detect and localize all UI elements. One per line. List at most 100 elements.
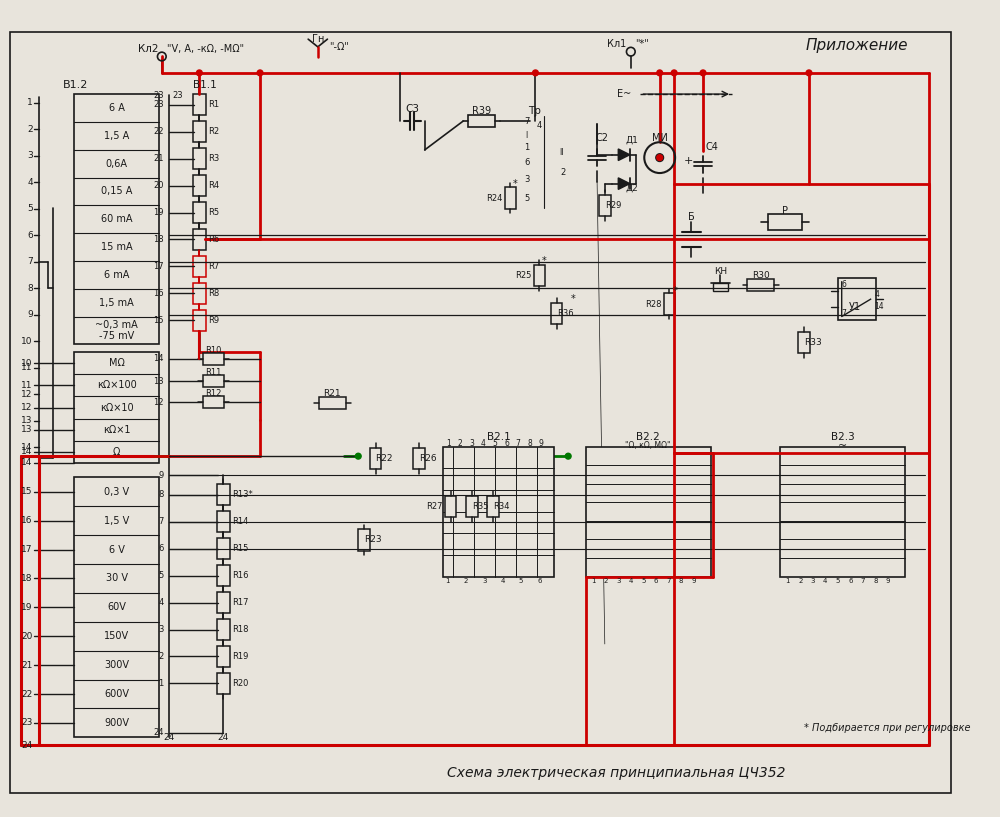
Text: кΩ×10: кΩ×10 xyxy=(100,403,133,413)
Text: 11: 11 xyxy=(21,363,33,372)
Text: 23: 23 xyxy=(173,91,183,100)
Text: R6: R6 xyxy=(208,235,219,244)
Text: R17: R17 xyxy=(232,598,249,607)
Text: 23: 23 xyxy=(21,718,33,727)
Bar xyxy=(193,310,206,331)
Text: R21: R21 xyxy=(323,389,341,398)
Bar xyxy=(217,619,230,640)
Text: 4: 4 xyxy=(501,578,505,584)
Text: 13: 13 xyxy=(153,377,164,386)
Text: R8: R8 xyxy=(208,289,219,298)
Text: 17: 17 xyxy=(153,262,164,271)
Text: 1: 1 xyxy=(27,98,33,107)
Text: 2: 2 xyxy=(464,578,468,584)
Text: R9: R9 xyxy=(208,316,219,325)
Bar xyxy=(193,175,206,196)
Text: 15: 15 xyxy=(21,487,33,496)
Text: 4: 4 xyxy=(874,290,879,299)
Text: R16: R16 xyxy=(232,571,249,580)
Text: 3: 3 xyxy=(616,578,621,584)
Text: 1: 1 xyxy=(446,578,450,584)
Text: 4: 4 xyxy=(481,440,486,449)
Text: 12: 12 xyxy=(153,398,164,407)
Text: 5: 5 xyxy=(158,571,164,580)
Text: 2: 2 xyxy=(158,652,164,661)
Text: *: * xyxy=(673,285,677,296)
Bar xyxy=(193,283,206,304)
Bar xyxy=(203,375,224,386)
Text: 12: 12 xyxy=(21,403,33,412)
Polygon shape xyxy=(618,149,630,160)
Text: R14: R14 xyxy=(232,517,248,526)
Text: "V, А, -кΩ, -МΩ": "V, А, -кΩ, -МΩ" xyxy=(167,44,244,54)
Text: R30: R30 xyxy=(752,270,770,279)
Text: МΩ: МΩ xyxy=(109,358,124,368)
Text: 2: 2 xyxy=(604,578,608,584)
Text: C4: C4 xyxy=(706,142,719,152)
Bar xyxy=(193,94,206,115)
Text: 23: 23 xyxy=(153,91,164,100)
Text: 6: 6 xyxy=(158,544,164,553)
Text: 4: 4 xyxy=(537,122,542,131)
Text: 13: 13 xyxy=(21,425,33,434)
Text: 5: 5 xyxy=(836,578,840,584)
Text: 14: 14 xyxy=(21,458,33,467)
Circle shape xyxy=(196,70,202,76)
Text: 24: 24 xyxy=(218,733,229,742)
Bar xyxy=(713,283,728,291)
Text: 4: 4 xyxy=(629,578,633,584)
Circle shape xyxy=(657,70,663,76)
Text: 0,15 А: 0,15 А xyxy=(101,186,132,196)
Text: 8: 8 xyxy=(527,440,532,449)
Text: 24: 24 xyxy=(153,728,164,737)
Text: Приложение: Приложение xyxy=(806,38,908,53)
Text: 30 V: 30 V xyxy=(106,574,128,583)
Text: ~0,3 mА
-75 mV: ~0,3 mА -75 mV xyxy=(95,319,138,342)
Text: ~: ~ xyxy=(838,440,847,451)
Text: R3: R3 xyxy=(208,154,219,163)
Bar xyxy=(443,447,554,577)
Text: 1: 1 xyxy=(446,440,451,449)
Text: КН: КН xyxy=(714,267,727,276)
Text: R28: R28 xyxy=(645,300,662,309)
Text: 5: 5 xyxy=(27,204,33,213)
Text: R18: R18 xyxy=(232,625,249,634)
Text: 5: 5 xyxy=(641,578,646,584)
Bar xyxy=(838,278,876,320)
Text: 9: 9 xyxy=(539,440,544,449)
Text: 7: 7 xyxy=(524,117,529,126)
Bar xyxy=(551,303,562,324)
Text: 3: 3 xyxy=(158,625,164,634)
Text: R5: R5 xyxy=(208,208,219,217)
Text: 20: 20 xyxy=(153,181,164,190)
Bar xyxy=(358,529,370,551)
Text: 1: 1 xyxy=(158,679,164,688)
Circle shape xyxy=(671,70,677,76)
Text: 17: 17 xyxy=(21,545,33,554)
Text: "-Ω": "-Ω" xyxy=(329,42,349,51)
Text: Тр: Тр xyxy=(528,106,541,116)
Text: I: I xyxy=(526,131,528,140)
Text: R23: R23 xyxy=(364,535,382,544)
Text: 4: 4 xyxy=(823,578,828,584)
Bar xyxy=(74,352,159,463)
Bar xyxy=(747,279,774,291)
Bar xyxy=(193,148,206,169)
Text: 60 mА: 60 mА xyxy=(101,214,132,224)
Text: Ω: Ω xyxy=(113,447,120,457)
Bar xyxy=(193,202,206,223)
Text: 6: 6 xyxy=(848,578,853,584)
Text: 22: 22 xyxy=(21,690,33,699)
Text: 300V: 300V xyxy=(104,660,129,670)
Bar xyxy=(534,265,545,286)
Text: 21: 21 xyxy=(21,661,33,670)
Text: R39: R39 xyxy=(472,106,491,116)
Text: 5: 5 xyxy=(519,578,523,584)
Polygon shape xyxy=(618,178,630,190)
Text: 4: 4 xyxy=(158,598,164,607)
Text: 9: 9 xyxy=(691,578,696,584)
Text: 60V: 60V xyxy=(107,602,126,613)
Text: 10: 10 xyxy=(21,337,33,346)
Text: 2: 2 xyxy=(561,167,566,176)
Circle shape xyxy=(533,70,538,76)
